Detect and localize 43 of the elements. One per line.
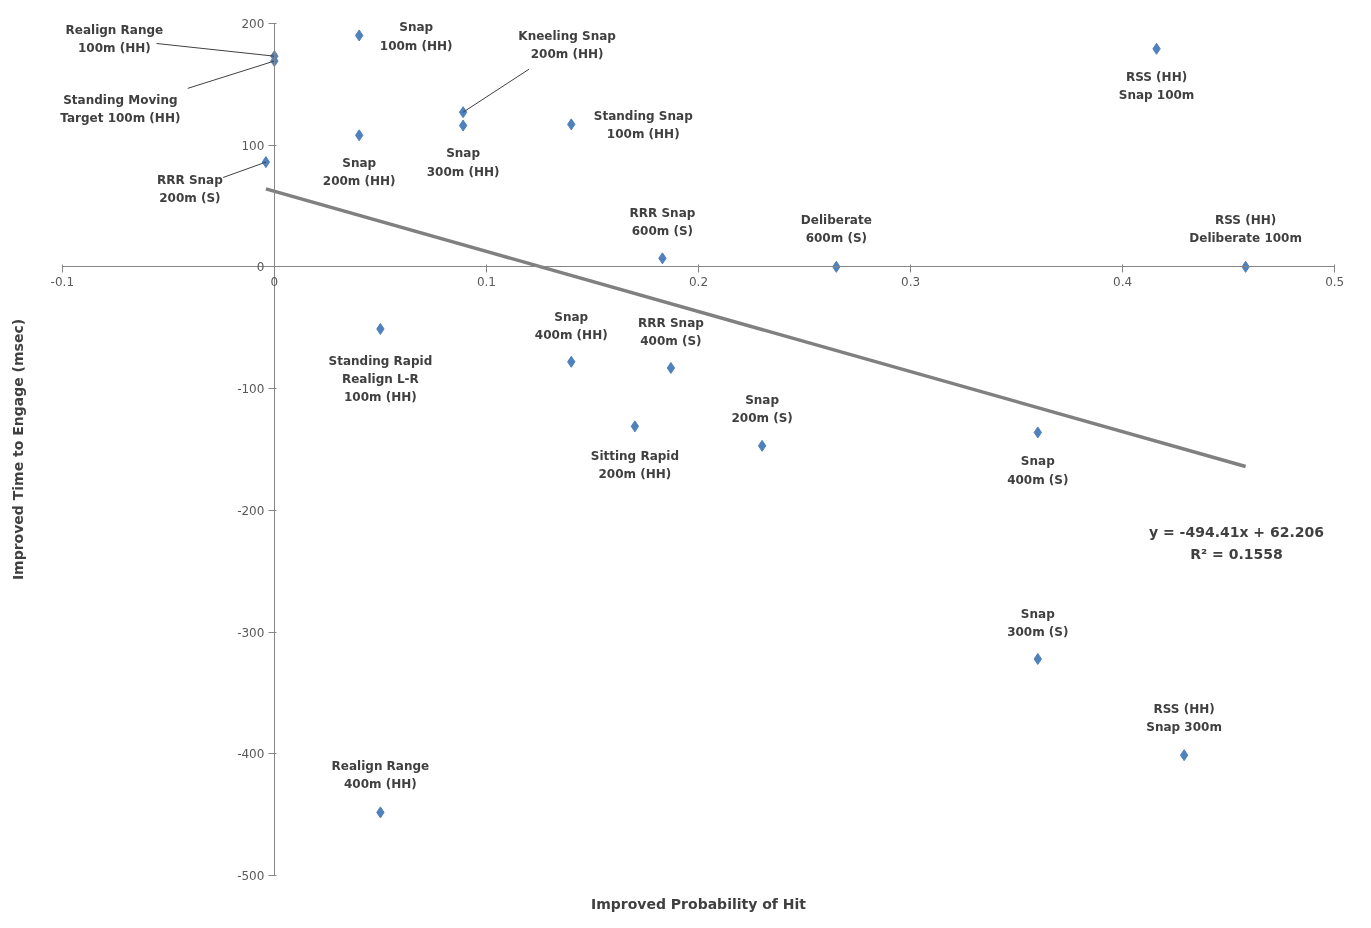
x-axis-title: Improved Probability of Hit xyxy=(590,895,807,912)
annotation: RRR Snap 400m (S) xyxy=(638,315,705,349)
annotation: Sitting Rapid 200m (HH) xyxy=(590,449,680,482)
y-tick-label: 200 xyxy=(241,16,265,31)
x-tick-label: 0.5 xyxy=(1325,274,1345,289)
x-tick-label: 0.4 xyxy=(1113,274,1133,289)
point xyxy=(458,119,468,132)
annotation: Standing Snap 100m (HH) xyxy=(593,109,694,142)
annotation: Standing Moving Target 100m (HH) xyxy=(60,92,181,126)
point xyxy=(261,156,271,169)
annotation: Snap 400m (S) xyxy=(1007,454,1069,487)
x-tick-label: 0.1 xyxy=(476,274,496,289)
annotation: Kneeling Snap 200m (HH) xyxy=(518,29,617,62)
y-tick-label: -100 xyxy=(237,382,265,397)
annotation: RSS (HH) Deliberate 100m xyxy=(1189,212,1302,245)
y-tick-label: -500 xyxy=(237,869,265,884)
annotation: Snap 300m (S) xyxy=(1007,606,1069,640)
y-tick-label: -400 xyxy=(237,747,265,762)
annotation: RRR Snap 600m (S) xyxy=(629,206,696,239)
annotation: Snap 300m (HH) xyxy=(426,146,500,179)
annotation: RSS (HH) Snap 100m xyxy=(1118,69,1195,102)
annotation: Snap 400m (HH) xyxy=(534,309,608,342)
x-tick-label: 0.3 xyxy=(901,274,921,289)
annotation: Snap 100m (HH) xyxy=(379,20,453,53)
y-tick-label: -200 xyxy=(237,503,265,518)
point xyxy=(630,420,640,433)
annotation: Standing Rapid Realign L-R 100m (HH) xyxy=(328,353,433,405)
x-tick-label: -0.1 xyxy=(50,274,75,289)
annotation: Realign Range 400m (HH) xyxy=(331,759,430,792)
point xyxy=(757,439,767,452)
point xyxy=(1179,749,1189,762)
y-axis-title: Improved Time to Engage (msec) xyxy=(9,318,26,581)
x-tick-label: 0.2 xyxy=(688,274,709,289)
y-tick-label: -300 xyxy=(237,625,265,640)
annotation: RSS (HH) Snap 300m xyxy=(1146,702,1222,735)
annotation: Snap 200m (HH) xyxy=(322,156,396,189)
point xyxy=(666,361,676,374)
annotation: Realign Range 100m (HH) xyxy=(65,23,164,56)
annotation: y = -494.41x + 62.206 R² = 0.1558 xyxy=(1149,524,1324,563)
y-tick-label: 100 xyxy=(241,138,265,153)
annotation: Deliberate 600m (S) xyxy=(800,212,872,245)
annotation: RRR Snap 200m (S) xyxy=(157,173,224,206)
annotation: Snap 200m (S) xyxy=(731,392,793,425)
